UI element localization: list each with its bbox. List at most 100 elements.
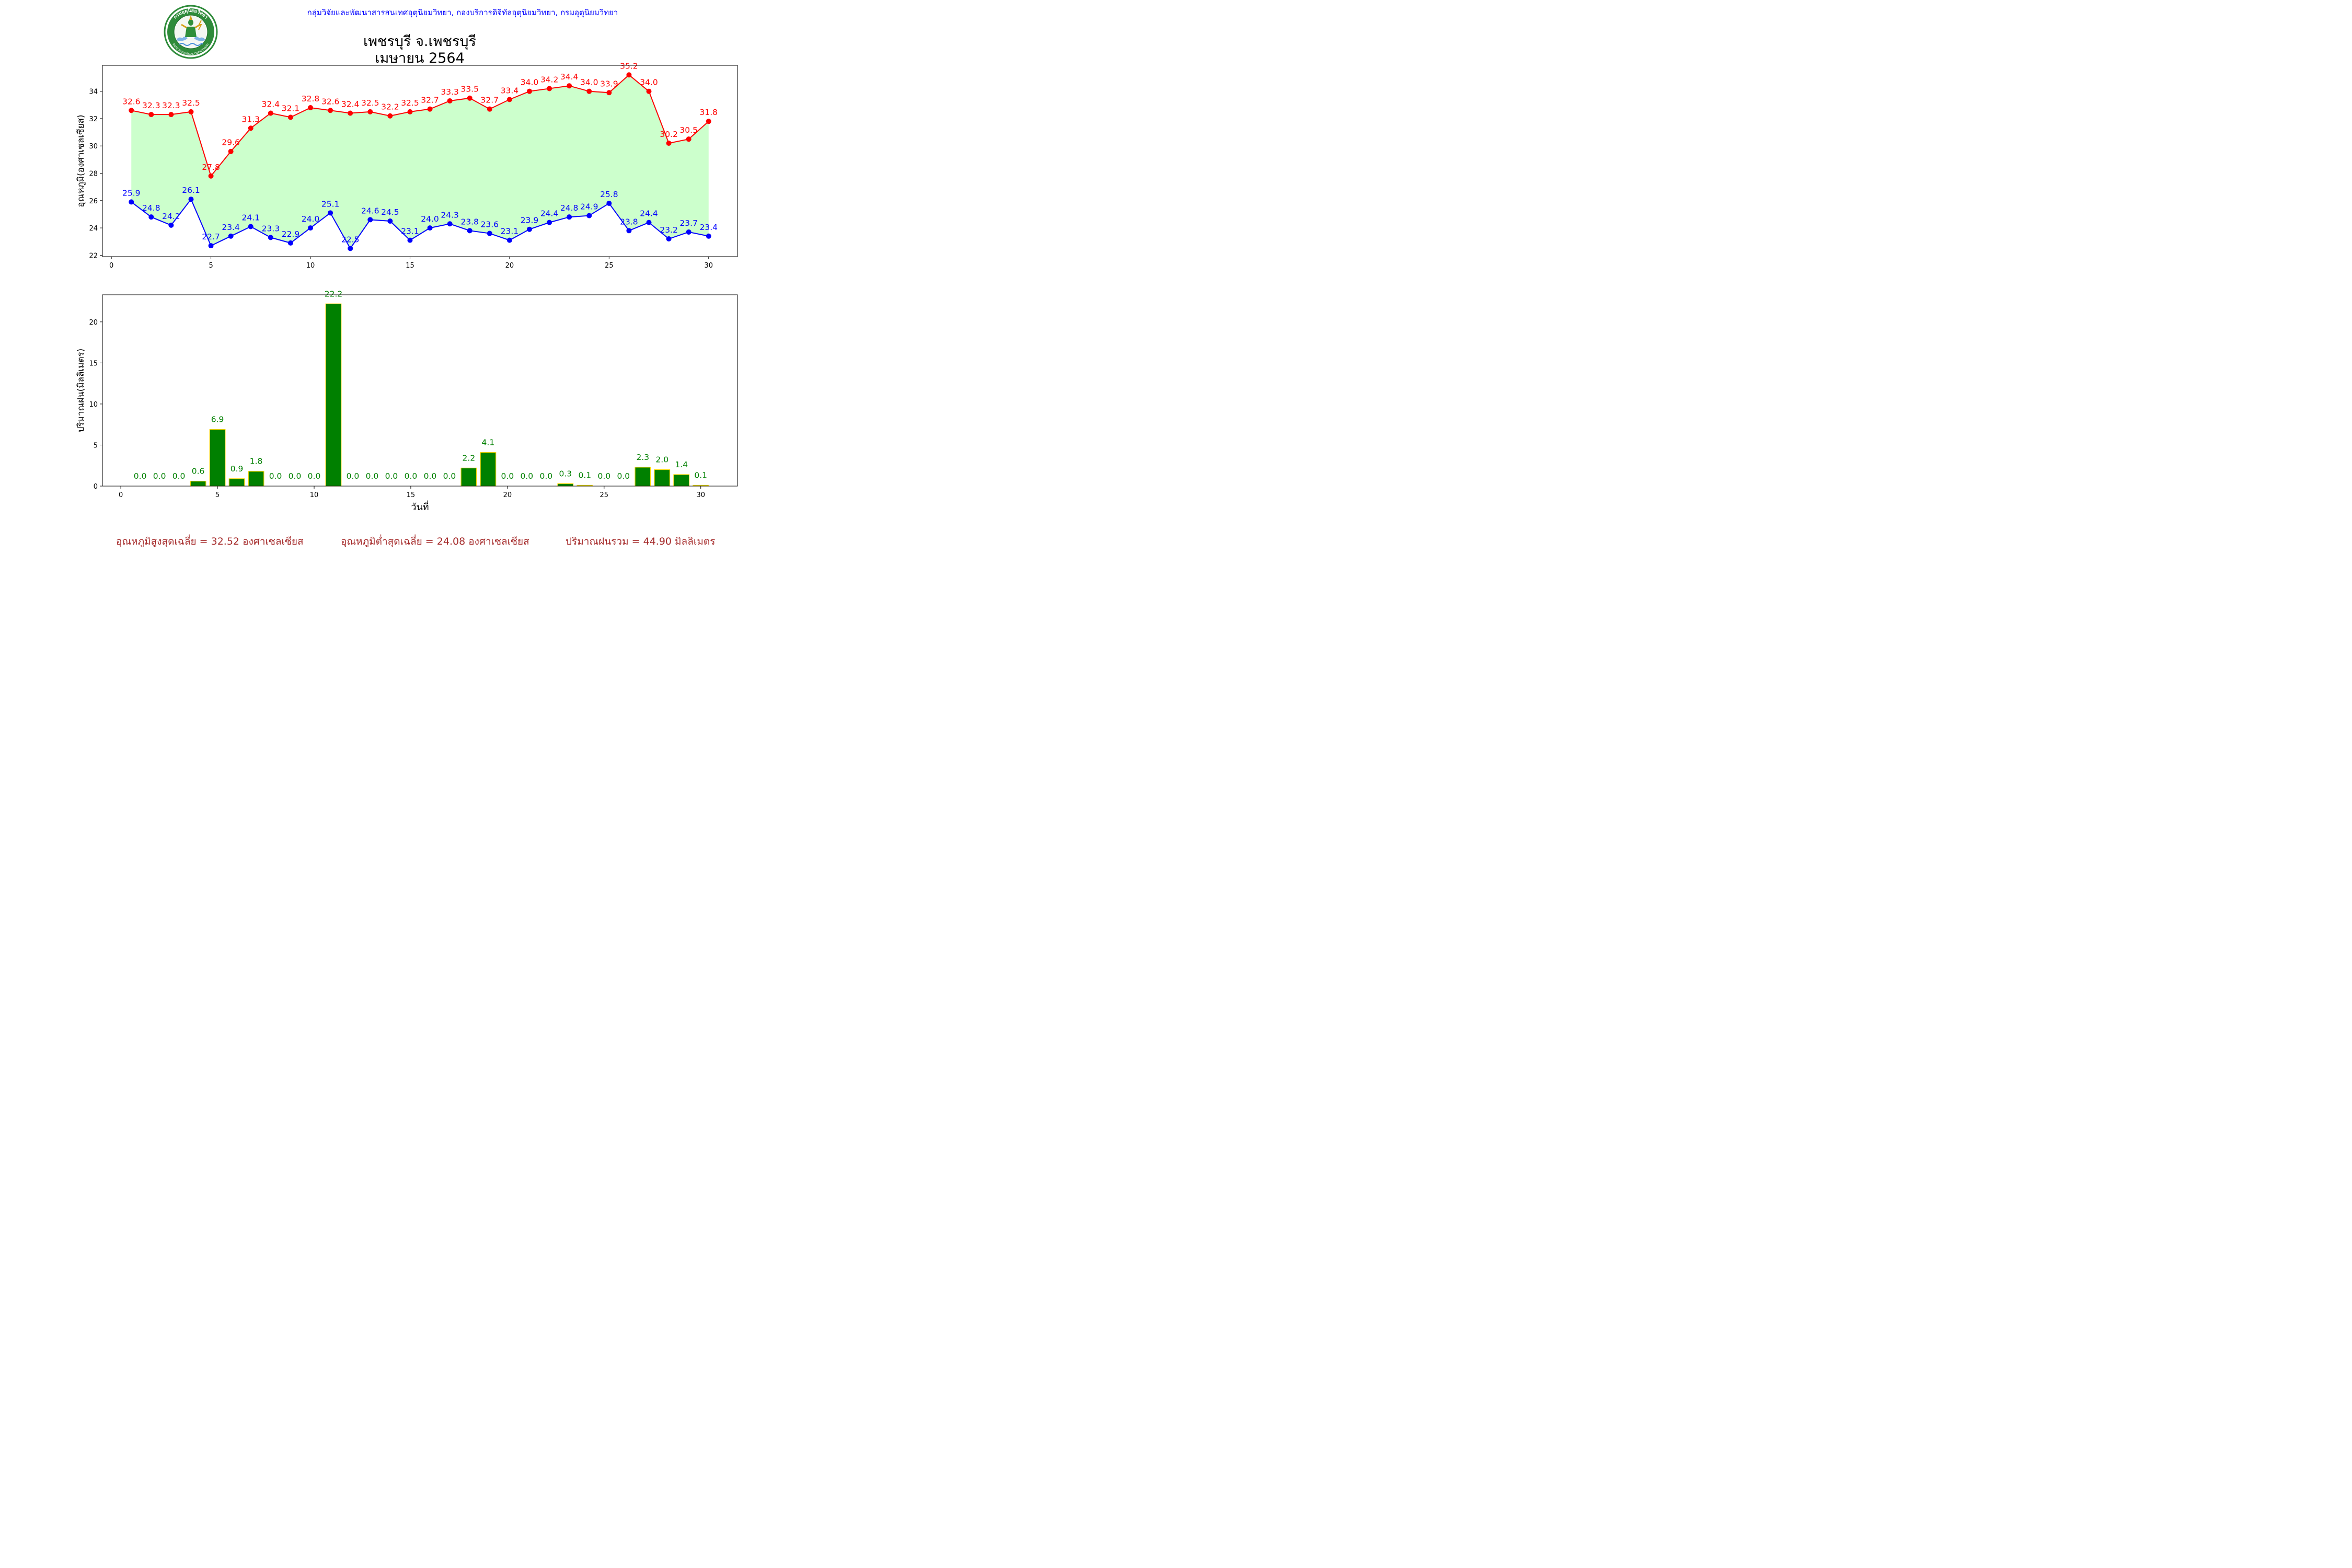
min-temp-point	[487, 230, 492, 236]
temp-chart-x-tick-label: 20	[505, 262, 514, 270]
min-temp-data-label: 23.8	[620, 217, 638, 226]
min-temp-point	[547, 220, 552, 225]
rain-data-label: 0.0	[366, 471, 379, 481]
rain-data-label: 0.1	[694, 470, 707, 480]
max-temp-point	[626, 72, 632, 78]
max-temp-data-label: 32.7	[421, 96, 439, 105]
min-temp-data-label: 23.1	[401, 227, 419, 236]
rain-bar	[673, 474, 690, 487]
temp-chart-y-tick-label: 34	[89, 88, 98, 96]
min-temp-data-label: 24.0	[302, 214, 320, 224]
rain-bar	[654, 469, 671, 487]
max-temp-data-label: 32.5	[182, 98, 200, 108]
max-temp-point	[427, 106, 433, 112]
min-temp-point	[467, 228, 472, 234]
max-temp-data-label: 35.2	[620, 61, 638, 71]
min-temp-point	[407, 237, 413, 243]
min-temp-point	[148, 214, 154, 220]
max-temp-point	[387, 113, 393, 119]
rain-chart-x-tick-label: 30	[696, 491, 705, 499]
max-temp-data-label: 32.3	[162, 101, 180, 110]
min-temp-data-label: 22.9	[282, 229, 300, 239]
rain-data-label: 6.9	[211, 415, 224, 424]
rain-data-label: 0.0	[153, 471, 166, 481]
rain-data-label: 2.0	[655, 455, 668, 465]
max-temp-data-label: 32.4	[341, 100, 360, 109]
max-temp-data-label: 31.8	[700, 108, 718, 117]
min-temp-point	[586, 213, 592, 218]
min-temp-data-label: 22.7	[202, 232, 220, 241]
rain-data-label: 0.0	[289, 471, 302, 481]
temp-chart-y-tick-label: 24	[89, 225, 98, 233]
temp-chart-y-tick-label: 32	[89, 116, 98, 123]
min-temp-data-label: 26.1	[182, 186, 200, 195]
rain-chart-x-tick-label: 5	[215, 491, 220, 499]
max-temp-point	[287, 114, 293, 120]
rain-bar	[325, 303, 342, 487]
rain-chart-x-tick-label: 25	[600, 491, 609, 499]
meteorological-department-seal-icon: กรมอุตุนิยมวิทยา METEOROLOGICAL DEPARTME…	[164, 5, 218, 59]
rain-data-label: 1.8	[250, 457, 263, 466]
temp-chart-x-tick-label: 5	[209, 262, 213, 270]
max-temp-data-label: 33.9	[600, 79, 618, 88]
max-temp-point	[686, 136, 691, 142]
temp-chart-x-tick-label: 0	[109, 262, 113, 270]
min-temp-data-label: 23.8	[460, 217, 479, 226]
min-temp-data-label: 23.7	[679, 218, 698, 228]
min-temp-data-label: 24.0	[421, 214, 439, 224]
rain-data-label: 2.3	[636, 453, 649, 462]
rain-bar	[228, 478, 245, 487]
max-temp-point	[606, 90, 612, 96]
rain-chart-y-tick-label: 0	[94, 483, 98, 491]
min-temp-point	[666, 236, 672, 242]
rain-chart-x-tick-label: 10	[310, 491, 319, 499]
seal-deity-crown	[189, 15, 192, 20]
chart-title-month: เมษายน 2564	[375, 50, 465, 66]
min-temp-point	[268, 235, 273, 240]
rain-bar	[460, 467, 477, 487]
max-temp-data-label: 33.3	[441, 87, 459, 97]
max-temp-point	[447, 98, 453, 103]
min-temp-point	[447, 221, 453, 227]
rain-data-label: 0.0	[385, 471, 398, 481]
chart-title-station: เพชรบุรี จ.เพชรบุรี	[363, 33, 476, 50]
min-temp-data-label: 24.6	[361, 206, 379, 215]
temp-chart-y-tick-label: 28	[89, 170, 98, 178]
seal-deity-body	[185, 27, 197, 37]
max-temp-point	[706, 119, 711, 124]
min-temp-point	[248, 224, 253, 229]
max-temp-point	[367, 109, 373, 114]
min-temp-point	[506, 237, 512, 243]
rain-data-label: 0.0	[134, 471, 147, 481]
max-temp-data-label: 34.0	[580, 78, 598, 87]
min-temp-point	[567, 214, 572, 220]
min-temp-data-label: 23.9	[521, 216, 539, 225]
max-temp-point	[308, 105, 314, 111]
min-temp-data-label: 24.4	[540, 209, 559, 218]
min-temp-data-label: 24.3	[441, 210, 459, 220]
rain-bar	[248, 471, 264, 487]
seal-cloud-right	[194, 37, 205, 41]
min-temp-data-label: 24.2	[162, 212, 180, 221]
min-temp-point	[626, 228, 632, 234]
rain-data-label: 0.0	[172, 471, 186, 481]
seal-cloud-left	[176, 37, 188, 41]
max-temp-point	[506, 97, 512, 102]
max-temp-point	[248, 125, 253, 131]
min-temp-data-label: 25.8	[600, 190, 618, 199]
min-temp-data-label: 23.3	[262, 224, 280, 233]
max-temp-data-label: 33.5	[460, 85, 479, 94]
rain-data-label: 0.0	[424, 471, 437, 481]
max-temp-point	[208, 173, 214, 179]
temp-chart-frame	[102, 65, 738, 257]
min-temp-point	[606, 201, 612, 206]
max-temp-point	[666, 141, 672, 146]
max-temp-data-label: 32.5	[361, 98, 379, 108]
rain-data-label: 0.0	[347, 471, 360, 481]
min-temp-data-label: 23.4	[700, 223, 718, 232]
rain-data-label: 0.0	[521, 471, 534, 481]
max-temp-point	[586, 88, 592, 94]
min-temp-point	[646, 220, 652, 225]
rain-data-label: 0.0	[269, 471, 282, 481]
max-temp-data-label: 34.2	[540, 75, 559, 84]
